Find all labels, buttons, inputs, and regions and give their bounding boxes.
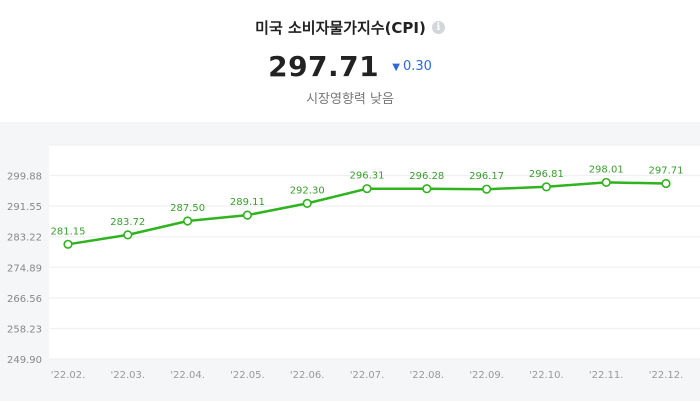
x-tick-label: '22.02. [51,370,86,381]
x-tick-label: '22.12. [649,370,684,381]
data-labels: 281.15 283.72 287.50 289.11 292.30 296.31 296.… [51,164,684,237]
data-points [63,177,671,249]
data-label: 296.17 [469,171,504,182]
y-tick-label: 258.23 [7,324,42,335]
y-tick-label: 291.55 [7,202,42,213]
data-label: 298.01 [589,164,624,175]
data-label: 297.71 [649,166,684,177]
change-indicator: ▼ 0.30 [392,59,432,74]
data-point[interactable] [601,177,611,188]
data-point[interactable] [482,184,492,194]
change-value: 0.30 [402,59,432,74]
market-impact: 시장영향력 낮음 [306,92,394,107]
data-label: 287.50 [170,203,205,214]
data-label: 296.28 [409,171,444,182]
chart-title: 미국 소비자물가지수(CPI) [255,19,426,37]
info-icon[interactable]: i [431,21,445,34]
y-tick-label: 299.88 [7,172,42,183]
x-tick-label: '22.11. [589,370,624,381]
plot-area [49,145,700,359]
data-point[interactable] [541,182,552,192]
indicator-header: 미국 소비자물가지수(CPI) i 297.71 ▼ 0.30 시장영향력 낮음 [0,0,700,122]
data-label: 292.30 [290,185,325,196]
x-axis: '22.02. '22.03. '22.04. '22.05. '22.06. '22.0… [51,370,684,381]
data-point[interactable] [63,239,73,249]
x-tick-label: '22.06. [290,370,325,381]
y-tick-label: 249.90 [7,355,42,366]
y-tick-label: 266.56 [7,294,42,305]
data-point[interactable] [362,184,372,194]
data-point[interactable] [123,230,133,240]
y-tick-label: 274.89 [7,263,42,274]
grid-lines [49,144,700,360]
x-tick-label: '22.07. [350,370,385,381]
x-tick-label: '22.03. [111,370,146,381]
x-tick-label: '22.05. [230,370,265,381]
data-point[interactable] [183,216,193,226]
data-label: 281.15 [51,226,86,237]
x-tick-label: '22.04. [170,370,205,381]
title-row: 미국 소비자물가지수(CPI) i [0,17,700,38]
data-label: 296.31 [350,171,385,182]
data-point[interactable] [661,178,671,189]
triangle-down-icon: ▼ [392,62,400,73]
value-row: 297.71 ▼ 0.30 [0,50,700,83]
data-label: 289.11 [230,197,265,208]
x-tick-label: '22.08. [410,370,445,381]
data-point[interactable] [242,210,252,220]
data-label: 296.81 [529,169,564,180]
current-value: 297.71 [268,50,380,83]
data-label: 283.72 [110,217,145,228]
data-point[interactable] [302,198,312,208]
y-tick-label: 283.22 [7,233,42,244]
data-point[interactable] [422,184,432,194]
x-tick-label: '22.09. [469,370,504,381]
y-axis: 249.90 258.23 266.56 274.89 283.22 291.55 299.… [7,172,42,366]
x-tick-label: '22.10. [529,370,564,381]
